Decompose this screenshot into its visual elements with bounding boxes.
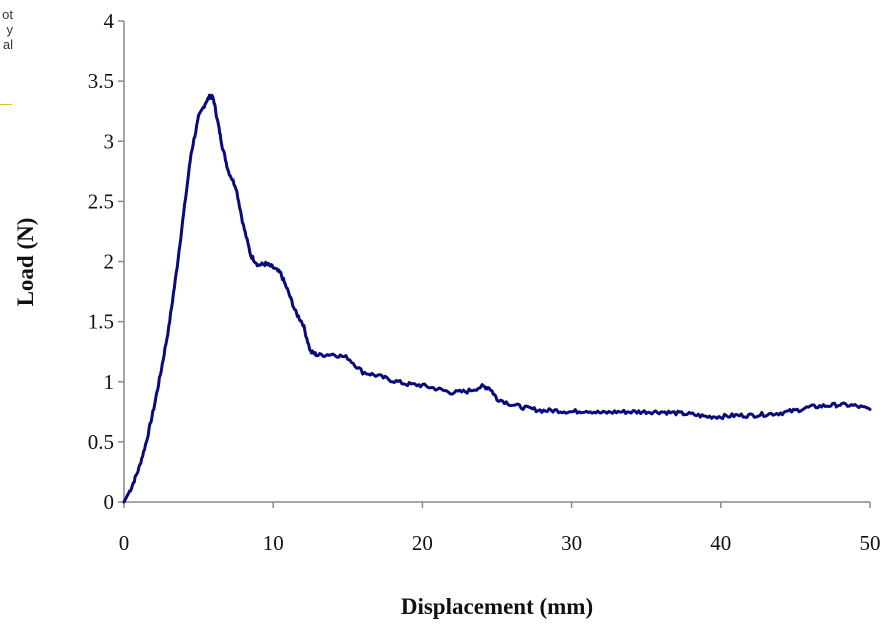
y-tick-label: 2.5	[88, 189, 114, 213]
x-axis-title: Displacement (mm)	[401, 594, 593, 619]
y-tick-label: 3	[104, 129, 115, 153]
y-ticks: 0 0.5 1 1.5 2 2.5 3 3.5 4	[88, 9, 124, 514]
x-tick-label: 50	[860, 531, 881, 555]
x-tick-label: 40	[710, 531, 731, 555]
x-tick-label: 30	[561, 531, 582, 555]
axes: 0 0.5 1 1.5 2 2.5 3 3.5 4 0 10 20 30 40 50	[88, 9, 881, 555]
y-tick-label: 1	[104, 370, 115, 394]
sidebar-fragment-line-1: ot	[2, 8, 13, 22]
sidebar-fragment-line-3: al	[2, 38, 13, 52]
x-tick-label: 0	[119, 531, 130, 555]
x-tick-label: 10	[263, 531, 284, 555]
y-tick-label: 0	[104, 490, 115, 514]
y-tick-label: 1.5	[88, 310, 114, 334]
y-tick-label: 4	[104, 9, 115, 33]
y-tick-label: 3.5	[88, 69, 114, 93]
x-ticks: 0 10 20 30 40 50	[119, 502, 881, 555]
load-series-line	[122, 93, 872, 504]
sidebar-fragment-line-2: y	[6, 23, 14, 37]
sidebar-fragment-divider	[0, 104, 12, 105]
x-tick-label: 20	[412, 531, 433, 555]
y-axis-title: Load (N)	[13, 218, 38, 307]
y-tick-label: 0.5	[88, 430, 114, 454]
y-tick-label: 2	[104, 250, 115, 274]
